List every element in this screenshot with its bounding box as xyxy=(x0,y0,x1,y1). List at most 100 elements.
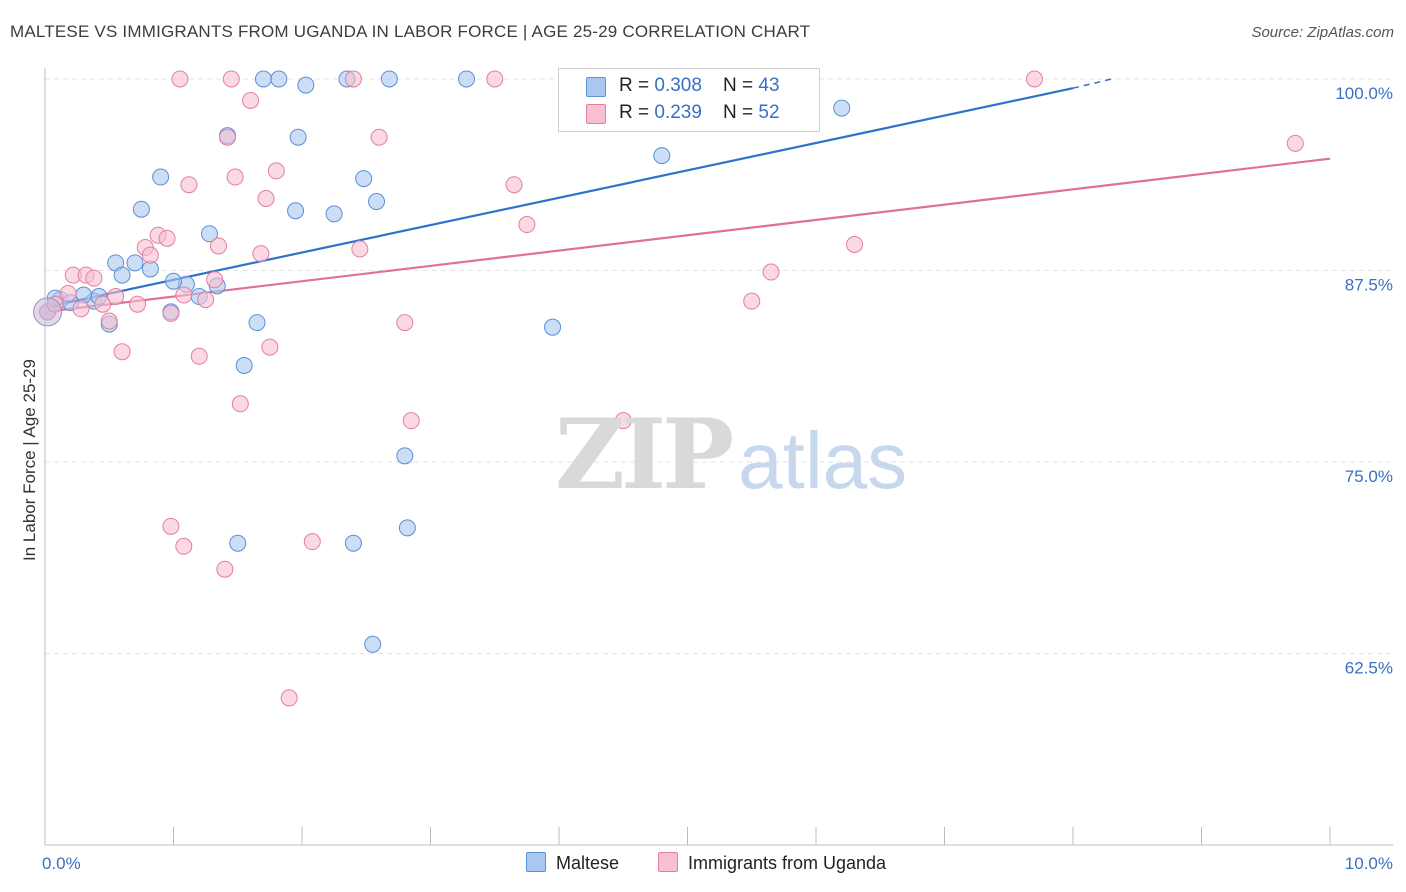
axes xyxy=(44,68,1393,846)
legend-label-maltese: Maltese xyxy=(556,853,620,873)
uganda-point xyxy=(113,343,131,361)
watermark-zip: ZIP xyxy=(555,398,734,511)
legend-item-maltese[interactable]: Maltese xyxy=(526,852,619,874)
uganda-point xyxy=(1286,134,1304,152)
legend-swatch-maltese xyxy=(586,77,606,97)
legend-swatch-uganda xyxy=(586,104,606,124)
maltese-point xyxy=(833,99,851,117)
uganda-point xyxy=(158,229,176,247)
y-tick-label: 62.5% xyxy=(1345,659,1393,678)
uganda-point xyxy=(100,312,118,330)
uganda-point xyxy=(257,189,275,207)
uganda-point xyxy=(175,537,193,555)
legend-r-label: R = xyxy=(619,102,655,123)
legend-r-label: R = xyxy=(619,75,655,96)
maltese-point xyxy=(165,272,182,290)
legend-n-label: N = xyxy=(723,75,759,96)
uganda-point xyxy=(218,128,236,146)
maltese-point xyxy=(113,266,131,284)
y-tick-label: 87.5% xyxy=(1345,276,1393,295)
uganda-point xyxy=(180,176,198,194)
maltese-point xyxy=(544,318,562,336)
maltese-point xyxy=(152,168,170,186)
maltese-point xyxy=(325,205,343,223)
uganda-point xyxy=(1025,70,1043,88)
maltese-point xyxy=(653,147,671,165)
uganda-points xyxy=(33,70,1304,707)
maltese-point xyxy=(355,170,373,188)
uganda-point xyxy=(226,168,244,186)
uganda-point xyxy=(162,517,180,535)
uganda-point xyxy=(175,286,193,304)
uganda-point xyxy=(261,338,279,356)
uganda-point xyxy=(344,70,362,88)
legend-item-uganda[interactable]: Immigrants from Uganda xyxy=(658,852,886,874)
maltese-trend-line xyxy=(44,87,1074,309)
uganda-point xyxy=(396,314,414,332)
uganda-point xyxy=(351,240,369,258)
uganda-point xyxy=(197,291,215,309)
maltese-point xyxy=(132,200,150,218)
uganda-point xyxy=(280,689,298,707)
maltese-point xyxy=(254,70,272,88)
uganda-point xyxy=(72,300,90,318)
maltese-point xyxy=(297,76,315,94)
maltese-point xyxy=(368,193,386,211)
uganda-point xyxy=(94,295,112,313)
legend-r-value: 0.308 xyxy=(654,75,702,96)
maltese-point xyxy=(457,70,475,88)
uganda-point xyxy=(85,269,103,287)
y-tick-label: 100.0% xyxy=(1335,84,1393,103)
x-tick-labels: 0.0% 10.0% xyxy=(42,854,1393,873)
y-tick-label: 75.0% xyxy=(1345,467,1393,486)
maltese-point xyxy=(270,70,288,88)
uganda-point xyxy=(267,162,285,180)
uganda-point xyxy=(129,295,147,313)
legend-stats-maltese: R = 0.308 N = 43 xyxy=(619,75,780,97)
trend-lines xyxy=(44,78,1331,313)
uganda-point xyxy=(206,271,224,289)
uganda-point xyxy=(59,284,77,302)
uganda-point xyxy=(231,395,249,413)
watermark: ZIP atlas xyxy=(555,398,907,511)
legend-n-value: 52 xyxy=(758,102,780,123)
legend-r-value: 0.239 xyxy=(654,102,702,123)
legend-n-label: N = xyxy=(723,102,759,123)
uganda-point xyxy=(141,246,159,264)
uganda-point xyxy=(518,216,536,234)
uganda-trend-line xyxy=(44,157,1331,313)
legend-swatch-uganda xyxy=(658,852,678,872)
uganda-point xyxy=(209,237,227,255)
uganda-point xyxy=(242,91,260,109)
uganda-point xyxy=(370,128,388,146)
uganda-point xyxy=(614,412,632,430)
maltese-points xyxy=(39,70,851,653)
uganda-point xyxy=(222,70,240,88)
maltese-point xyxy=(289,128,307,146)
legend-label-uganda: Immigrants from Uganda xyxy=(688,853,887,873)
maltese-point xyxy=(398,519,416,537)
maltese-point xyxy=(380,70,398,88)
y-tick-labels: 62.5% 75.0% 87.5% 100.0% xyxy=(1335,84,1393,678)
maltese-point xyxy=(344,534,362,552)
uganda-point xyxy=(486,70,504,88)
y-axis-label: In Labor Force | Age 25-29 xyxy=(20,359,39,561)
tick-marks xyxy=(44,827,1331,845)
legend-n-value: 43 xyxy=(758,75,780,96)
watermark-atlas: atlas xyxy=(738,416,908,505)
series-legend: Maltese Immigrants from Uganda xyxy=(0,852,1406,876)
maltese-point xyxy=(235,356,253,374)
uganda-point xyxy=(303,533,321,551)
maltese-point xyxy=(248,314,266,332)
uganda-point xyxy=(171,70,189,88)
maltese-trend-extension xyxy=(1072,78,1112,89)
x-tick-label: 0.0% xyxy=(42,854,81,873)
cluster-point xyxy=(33,297,63,327)
uganda-point xyxy=(190,347,208,365)
uganda-point xyxy=(505,176,523,194)
stats-legend: R = 0.308 N = 43 R = 0.239 N = 52 xyxy=(558,68,820,132)
uganda-point xyxy=(743,292,761,310)
maltese-point xyxy=(364,635,382,653)
maltese-point xyxy=(287,202,305,220)
source-label: Source: ZipAtlas.com xyxy=(1251,24,1394,41)
